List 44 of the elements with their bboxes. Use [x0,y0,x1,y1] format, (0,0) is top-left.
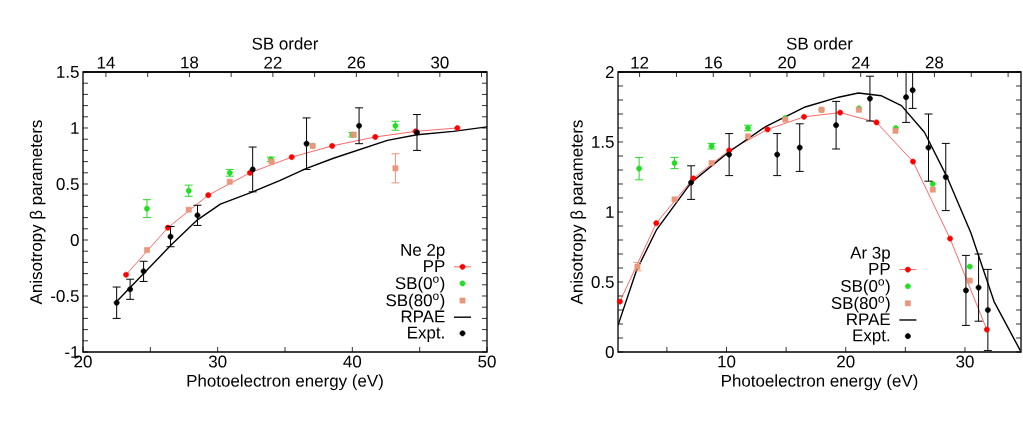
legend-label: RPAE [847,313,890,326]
x2-tick-label: 20 [778,56,796,69]
y-tick-label: 0 [605,346,614,358]
legend-label: Expt. [853,329,890,345]
y-tick-label: 0.5 [56,178,79,190]
legend-label: RPAE [401,310,445,323]
x2-tick-label: 28 [925,56,944,69]
y-tick-label: 2 [605,66,614,78]
x2-axis-title: SB order [786,37,853,50]
y-tick-label: 0.5 [591,276,614,288]
x-tick-label: 10 [718,355,736,368]
legend-label: PP [869,263,890,275]
x2-axis-title: SB order [252,37,319,50]
y-tick-label: -0.5 [51,290,79,302]
x-tick-label: 50 [478,355,496,368]
x-axis-title: Photoelectron energy (eV) [722,374,918,391]
x2-tick-label: 16 [705,56,722,69]
x2-tick-label: 26 [347,56,366,69]
x-tick-label: 20 [837,355,855,368]
y-tick-label: 0 [70,234,79,246]
x-tick-label: 30 [956,355,974,368]
legend-label: Expt. [408,326,444,342]
legend-label: SB(80$^{o}$) [831,296,890,313]
x2-tick-label: 14 [97,56,115,69]
legend-label: PP [424,260,445,272]
x2-tick-label: 18 [181,56,199,69]
x2-tick-label: 12 [631,56,649,69]
legend-label: SB(80$^{o}$) [386,293,445,310]
legend-title: Ar 3p [850,246,890,263]
x2-tick-label: 22 [264,56,282,69]
x-tick-label: 30 [208,355,227,368]
legend-label: SB(0$^{o}$) [395,276,445,293]
x-tick-label: 40 [343,355,362,368]
x2-tick-label: 30 [431,56,449,69]
y-axis-title: Anisotropy β parameters [29,120,46,305]
legend-label: SB(0$^{o}$) [841,279,890,296]
x2-tick-label: 24 [852,56,870,69]
x-axis-title: Photoelectron energy (eV) [187,374,383,391]
legend-title: Ne 2p [401,243,445,260]
y-tick-label: 1.5 [592,136,614,148]
y-axis-title: Anisotropy β parameters [570,120,587,305]
y-tick-label: 1 [606,206,614,218]
y-tick-label: 1.5 [57,66,79,78]
y-tick-label: 1 [71,122,79,134]
